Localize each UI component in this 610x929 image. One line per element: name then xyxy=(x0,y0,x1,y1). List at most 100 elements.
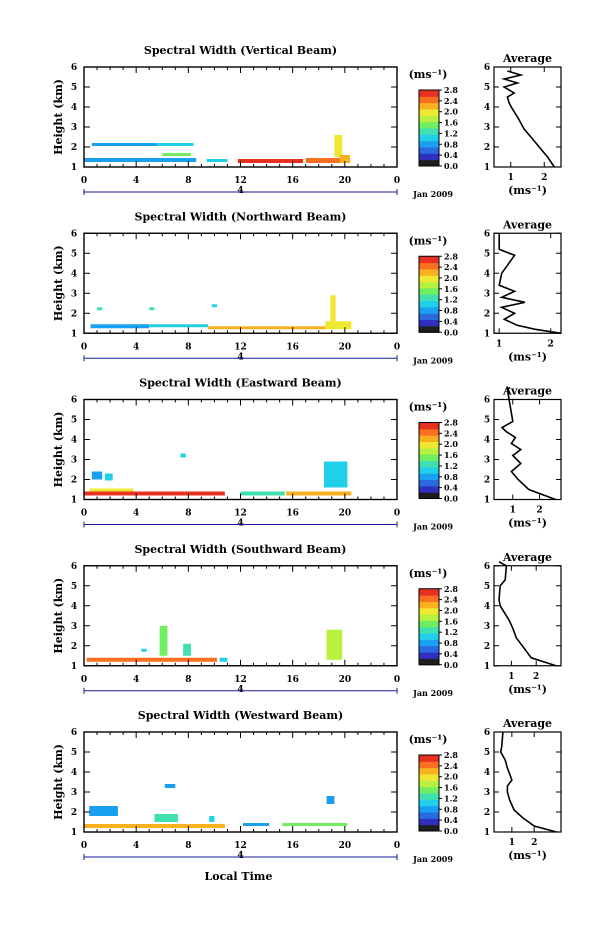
heatmap-cell xyxy=(162,153,191,156)
colorbar-swatch xyxy=(419,812,439,819)
colorbar-swatch xyxy=(419,256,439,264)
heatmap-cell xyxy=(211,304,218,308)
y-tick-label: 6 xyxy=(71,229,77,239)
colorbar-swatch xyxy=(419,140,439,148)
avg-x-tick-label: 1 xyxy=(508,173,514,183)
colorbar-swatch xyxy=(419,473,439,480)
avg-y-tick-label: 6 xyxy=(484,229,490,239)
date-label: Jan 2009 xyxy=(412,189,453,199)
heatmap-cell xyxy=(149,307,155,311)
x-tick-label: 4 xyxy=(133,342,139,352)
y-tick-label: 4 xyxy=(71,103,77,113)
colorbar-unit: (ms⁻¹) xyxy=(409,234,448,247)
heatmap-cell xyxy=(149,158,197,162)
heatmap-cell xyxy=(206,159,228,162)
x-tick-label: 8 xyxy=(185,675,191,685)
y-tick-label: 5 xyxy=(71,582,77,592)
colorbar-tick-label: 0.8 xyxy=(444,804,458,814)
x-tick-label: 8 xyxy=(185,841,191,851)
average-x-label: (ms⁻¹) xyxy=(508,184,547,197)
colorbar-tick-label: 1.6 xyxy=(444,450,458,460)
x-tick-label: 0 xyxy=(81,176,87,186)
colorbar-tick-label: 2.0 xyxy=(444,273,458,283)
heatmap-cell xyxy=(237,159,304,163)
y-tick-label: 6 xyxy=(71,562,77,572)
x-tick-label: 20 xyxy=(339,176,352,186)
colorbar-tick-label: 2.0 xyxy=(444,772,458,782)
avg-x-tick-label: 2 xyxy=(536,506,542,516)
colorbar-swatch xyxy=(419,485,439,493)
y-tick-label: 6 xyxy=(71,396,77,406)
x-tick-label: 12 xyxy=(234,841,247,851)
colorbar-swatch xyxy=(419,652,439,659)
y-tick-label: 6 xyxy=(71,63,77,73)
heatmap-cell xyxy=(339,155,351,163)
x-tick-label: 0 xyxy=(81,509,87,519)
heatmap-cell xyxy=(84,158,150,162)
x-tick-label: 12 xyxy=(234,342,247,352)
average-profile-line xyxy=(498,233,562,335)
avg-y-tick-label: 6 xyxy=(484,396,490,406)
average-profile-line xyxy=(498,561,557,667)
heatmap-cell xyxy=(86,657,218,662)
colorbar-swatch xyxy=(419,767,439,775)
x-tick-label: 16 xyxy=(286,675,299,685)
avg-y-tick-label: 2 xyxy=(484,642,490,652)
colorbar-swatch xyxy=(419,441,439,449)
panel-title: Spectral Width (Westward Beam) xyxy=(138,709,343,722)
colorbar-swatch xyxy=(419,447,439,455)
colorbar-tick-label: 0.4 xyxy=(444,150,458,160)
colorbar-tick-label: 2.4 xyxy=(444,262,458,272)
x-tick-label: 16 xyxy=(286,342,299,352)
avg-y-tick-label: 1 xyxy=(484,329,490,339)
avg-y-tick-label: 6 xyxy=(484,728,490,738)
average-frame xyxy=(493,232,562,334)
avg-y-tick-label: 3 xyxy=(484,622,490,632)
heatmap-cell xyxy=(282,823,348,826)
y-tick-label: 2 xyxy=(71,642,77,652)
y-tick-label: 1 xyxy=(71,662,77,672)
colorbar-tick-label: 1.2 xyxy=(444,128,458,138)
colorbar-swatch xyxy=(419,818,439,826)
average-title: Average xyxy=(502,52,552,65)
x-tick-label: 0 xyxy=(81,675,87,685)
heatmap-cell xyxy=(180,453,186,458)
colorbar-swatch xyxy=(419,134,439,142)
avg-y-tick-label: 6 xyxy=(484,562,490,572)
colorbar-swatch xyxy=(419,306,439,314)
avg-y-tick-label: 5 xyxy=(484,582,490,592)
x-tick-label: 8 xyxy=(185,509,191,519)
colorbar-tick-label: 1.2 xyxy=(444,793,458,803)
colorbar-tick-label: 2.0 xyxy=(444,107,458,117)
colorbar-swatch xyxy=(419,755,439,762)
colorbar-frame xyxy=(418,588,440,666)
y-tick-label: 3 xyxy=(71,289,77,299)
average-frame xyxy=(493,66,562,168)
heatmap-cell xyxy=(91,143,158,146)
avg-y-tick-label: 2 xyxy=(484,309,490,319)
colorbar-tick-label: 2.4 xyxy=(444,595,458,605)
avg-y-tick-label: 3 xyxy=(484,788,490,798)
colorbar-tick-label: 2.8 xyxy=(444,750,458,760)
heatmap-cell xyxy=(90,324,150,329)
x-tick-label: 0 xyxy=(394,342,400,352)
colorbar-swatch xyxy=(419,90,439,97)
colorbar-swatch xyxy=(419,588,439,596)
y-tick-label: 4 xyxy=(71,768,77,778)
colorbar-swatch xyxy=(419,786,439,794)
heatmap-cell xyxy=(286,491,352,496)
colorbar-swatch xyxy=(419,294,439,302)
colorbar-swatch xyxy=(419,466,439,474)
colorbar-swatch xyxy=(419,262,439,270)
day-label: 4 xyxy=(237,186,243,196)
y-tick-label: 2 xyxy=(71,143,77,153)
x-tick-label: 12 xyxy=(234,509,247,519)
heatmap-cell xyxy=(164,784,176,788)
colorbar-swatch xyxy=(419,435,439,442)
heatmap-cell xyxy=(157,143,194,146)
y-tick-label: 1 xyxy=(71,163,77,173)
avg-x-tick-label: 1 xyxy=(509,838,515,848)
y-tick-label: 1 xyxy=(71,828,77,838)
colorbar-swatch xyxy=(419,422,439,430)
y-tick-label: 1 xyxy=(71,496,77,506)
